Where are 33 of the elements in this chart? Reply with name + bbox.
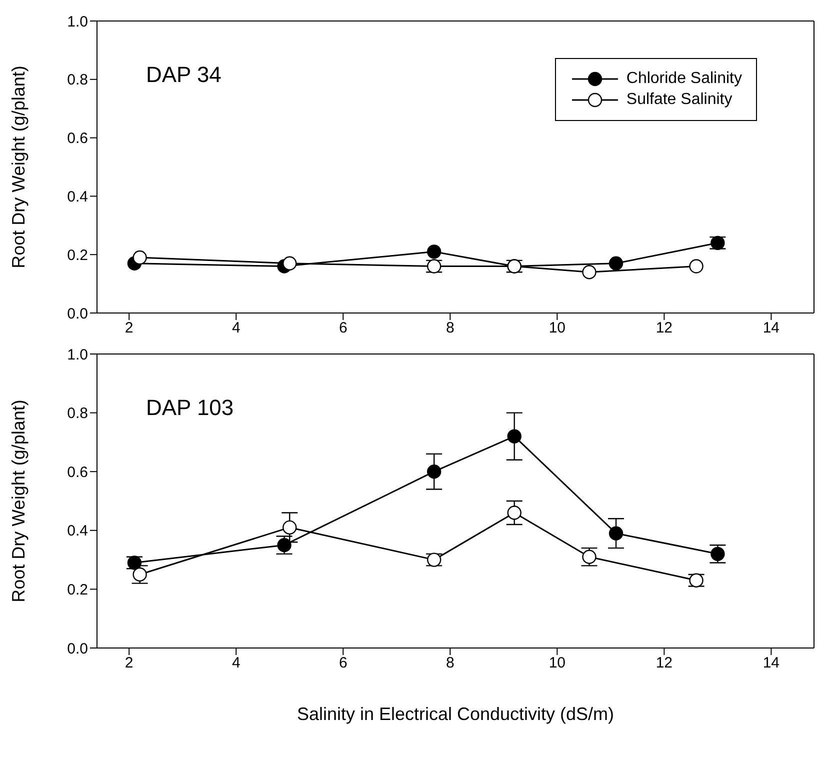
legend-label: Sulfate Salinity — [626, 91, 732, 109]
x-tick-label: 12 — [656, 654, 673, 672]
x-axis-title: Salinity in Electrical Conductivity (dS/m) — [296, 704, 614, 724]
y-tick-label: 0.0 — [67, 640, 88, 658]
x-tick-label: 8 — [446, 320, 454, 337]
y-axis-title: Root Dry Weight (g/plant) — [8, 400, 28, 602]
x-tick-label: 10 — [548, 654, 566, 672]
y-tick-label: 0.6 — [67, 464, 88, 481]
x-tick-label: 4 — [232, 654, 240, 672]
y-tick-label: 1.0 — [67, 346, 88, 364]
y-tick-label: 0.8 — [67, 405, 88, 422]
x-tick-label: 14 — [762, 654, 780, 672]
x-tick-label: 2 — [124, 320, 134, 337]
annotation: DAP 34 — [146, 62, 222, 88]
x-tick-label: 2 — [124, 654, 134, 672]
y-tick-label: 1.0 — [67, 13, 88, 30]
y-tick-label: 0.2 — [67, 582, 88, 599]
y-tick-label: 0.4 — [67, 188, 88, 206]
y-tick-label: 0.6 — [67, 130, 88, 148]
y-tick-label: 0.8 — [67, 72, 88, 89]
y-tick-label: 0.0 — [67, 305, 88, 322]
x-tick-label: 12 — [656, 320, 673, 337]
y-axis-title: Root Dry Weight (g/plant) — [8, 66, 28, 268]
x-tick-label: 6 — [338, 320, 348, 337]
annotation: DAP 103 — [146, 395, 234, 421]
x-tick-label: 6 — [338, 654, 348, 672]
x-tick-label: 8 — [446, 654, 454, 672]
x-tick-label: 14 — [762, 320, 780, 337]
legend-label: Chloride Salinity — [626, 70, 742, 88]
x-tick-label: 4 — [232, 320, 240, 337]
y-tick-label: 0.4 — [67, 522, 88, 540]
y-tick-label: 0.2 — [67, 246, 88, 264]
x-tick-label: 10 — [548, 320, 566, 337]
